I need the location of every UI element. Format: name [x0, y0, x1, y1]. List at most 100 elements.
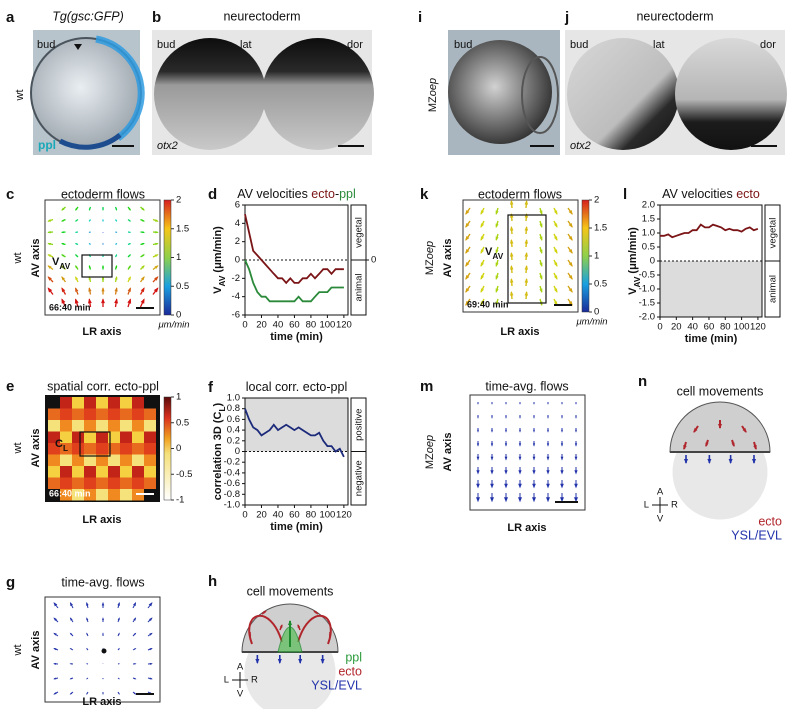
arrow-head [554, 236, 558, 241]
panel-label: h [208, 573, 217, 590]
arrow-head [133, 648, 137, 650]
gene-label: otx2 [570, 140, 591, 152]
arrow-head [61, 254, 65, 257]
arrow-head [263, 610, 267, 614]
corr-patch [48, 443, 60, 455]
arrow-head [115, 253, 118, 257]
arrow-head [575, 403, 577, 405]
arrow-head [114, 287, 118, 292]
panel-label: g [6, 574, 15, 591]
stage-label: bud [37, 39, 55, 51]
y-tick-label: 6 [235, 200, 240, 211]
corr-patch [108, 489, 120, 501]
colorbar-tick-label: 2 [176, 195, 181, 206]
arrow-head [490, 483, 494, 489]
roi-box [507, 214, 547, 304]
corr-patch [72, 454, 84, 466]
axis-label: LR axis [507, 522, 546, 534]
arrow-head [477, 403, 479, 405]
arrow-head [127, 298, 132, 304]
y-tick-label: -0.6 [224, 478, 240, 489]
arrow-head [74, 231, 77, 233]
arrow-head [465, 222, 470, 228]
arrow-head [88, 208, 91, 212]
arrow-head [118, 647, 120, 650]
corr-patch [120, 443, 132, 455]
arrow-head [320, 659, 325, 664]
arrow-head [524, 278, 529, 283]
arrow-head [248, 634, 252, 638]
y-tick-label: 0 [235, 446, 240, 457]
panel-title: time-avg. flows [61, 575, 144, 589]
arrow-head [101, 275, 105, 280]
y-tick-label: -1.5 [639, 298, 655, 309]
arrow-head [149, 677, 153, 680]
corr-patch [120, 420, 132, 432]
arrow-head [140, 298, 145, 304]
view-label: lat [240, 39, 252, 51]
arrow-head [118, 692, 120, 695]
arrow-head [533, 403, 535, 405]
x-axis-label: time (min) [685, 333, 738, 345]
corr-patch [96, 477, 108, 489]
arrow-head [60, 243, 64, 245]
y-tick-label: -2 [232, 273, 240, 284]
x-tick-label: 60 [289, 320, 300, 331]
arrow-head [101, 601, 105, 606]
arrow-head [480, 262, 484, 267]
corr-patch [144, 477, 156, 489]
panel-label: n [638, 373, 647, 390]
corr-patch [72, 477, 84, 489]
corr-patch [120, 466, 132, 478]
corr-patch [84, 408, 96, 420]
arrow-head [69, 677, 72, 680]
series-line [244, 214, 344, 285]
corr-patch [144, 466, 156, 478]
corr-patch [96, 408, 108, 420]
corr-patch [132, 443, 144, 455]
arrow-head [532, 443, 536, 447]
text-part: V [627, 287, 639, 295]
arrow-head [149, 648, 153, 651]
axis-label: AV axis [442, 433, 454, 472]
compass-label: A [657, 487, 664, 498]
arrow-head [495, 249, 499, 254]
colorbar-tick-label: -0.5 [176, 469, 192, 480]
corr-patch [72, 466, 84, 478]
arrow-head [102, 617, 104, 621]
arrow-head [118, 678, 121, 680]
shaded-region [245, 398, 348, 452]
arrow-head [480, 288, 484, 293]
arrow-head [547, 429, 549, 433]
side-label: animal [354, 274, 365, 302]
panel-title: spatial corr. ecto-ppl [47, 379, 159, 393]
arrow-head [141, 219, 146, 222]
corr-patch [144, 420, 156, 432]
text-part: V [212, 286, 224, 294]
corr-patch [48, 408, 60, 420]
corr-patch [108, 466, 120, 478]
legend-entry: ppl [345, 650, 362, 664]
arrow-head [547, 416, 549, 419]
arrow-head [141, 276, 145, 281]
arrow-head [86, 617, 89, 621]
arrow-head [568, 248, 573, 254]
arrow-head [88, 287, 92, 292]
colorbar-tick-label: 0.5 [594, 279, 607, 290]
arrow-head [153, 287, 159, 293]
arrow-head [53, 632, 57, 636]
arrow-head [149, 662, 153, 665]
colorbar-tick-label: 1 [594, 251, 599, 262]
arrow-head [53, 648, 57, 651]
corr-patch [96, 420, 108, 432]
y-axis-label: VAV (μm/min) [212, 226, 227, 294]
arrow-head [490, 443, 494, 447]
chart-title: local corr. ecto-ppl [246, 380, 347, 394]
arrow-head [61, 265, 65, 269]
panel-label: a [6, 9, 15, 26]
arrow-head [255, 659, 260, 664]
arrow-head [476, 443, 480, 447]
arrow-head [568, 274, 573, 280]
arrow-head [707, 459, 712, 464]
arrow-head [561, 403, 563, 405]
